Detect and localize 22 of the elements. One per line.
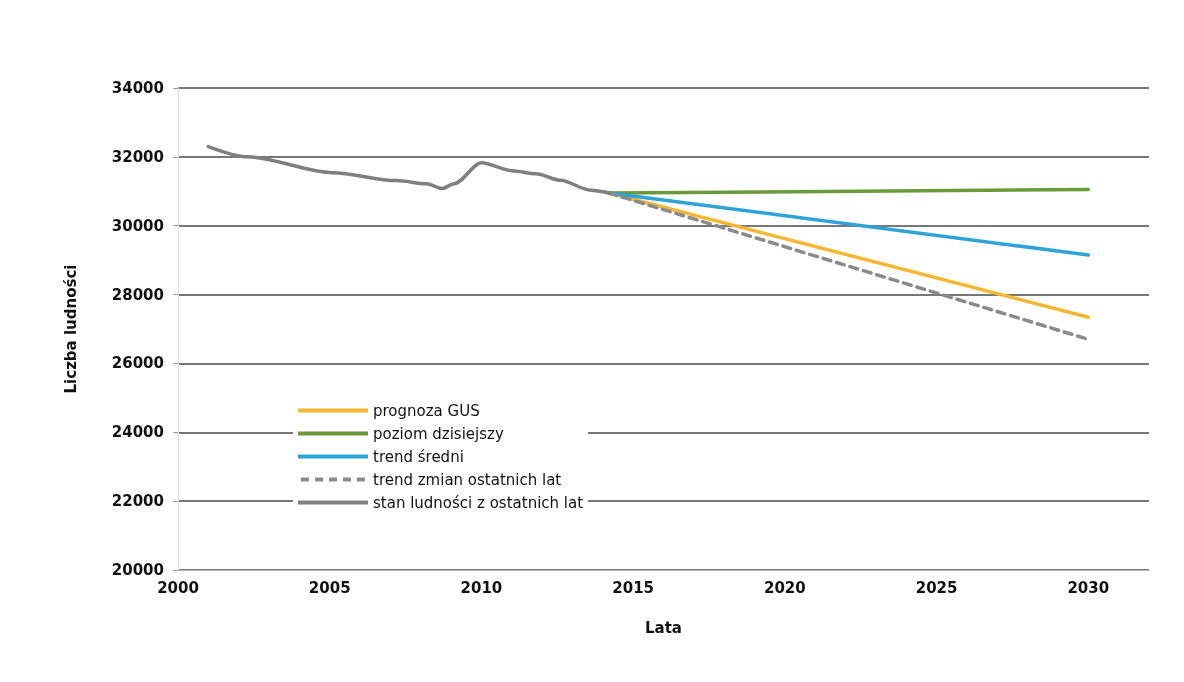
y-tick-label: 34000 <box>111 79 164 97</box>
y-tick-label: 30000 <box>111 216 164 235</box>
legend-label: trend zmian ostatnich lat <box>373 470 562 489</box>
x-tick-label: 2005 <box>308 578 351 597</box>
legend-label: stan ludności z ostatnich lat <box>373 493 584 512</box>
x-tick-label: 2015 <box>612 578 655 597</box>
legend-label: poziom dzisiejszy <box>373 424 504 443</box>
x-tick-label: 2000 <box>157 578 199 597</box>
legend-label: prognoza GUS <box>373 401 480 420</box>
x-tick-label: 2020 <box>764 578 806 597</box>
legend-label: trend średni <box>373 447 464 466</box>
x-tick-label: 2010 <box>460 578 503 597</box>
x-tick-label: 2030 <box>1067 578 1110 597</box>
y-tick-label: 24000 <box>111 423 164 442</box>
y-tick-label: 22000 <box>111 492 164 511</box>
y-tick-label: 26000 <box>111 354 164 373</box>
x-tick-label: 2025 <box>915 578 958 597</box>
y-axis-title: Liczba ludności <box>61 264 80 394</box>
y-tick-label: 32000 <box>111 147 164 166</box>
x-axis-title: Lata <box>645 618 682 637</box>
y-tick-label: 28000 <box>111 285 164 304</box>
y-tick-label: 20000 <box>111 561 164 579</box>
